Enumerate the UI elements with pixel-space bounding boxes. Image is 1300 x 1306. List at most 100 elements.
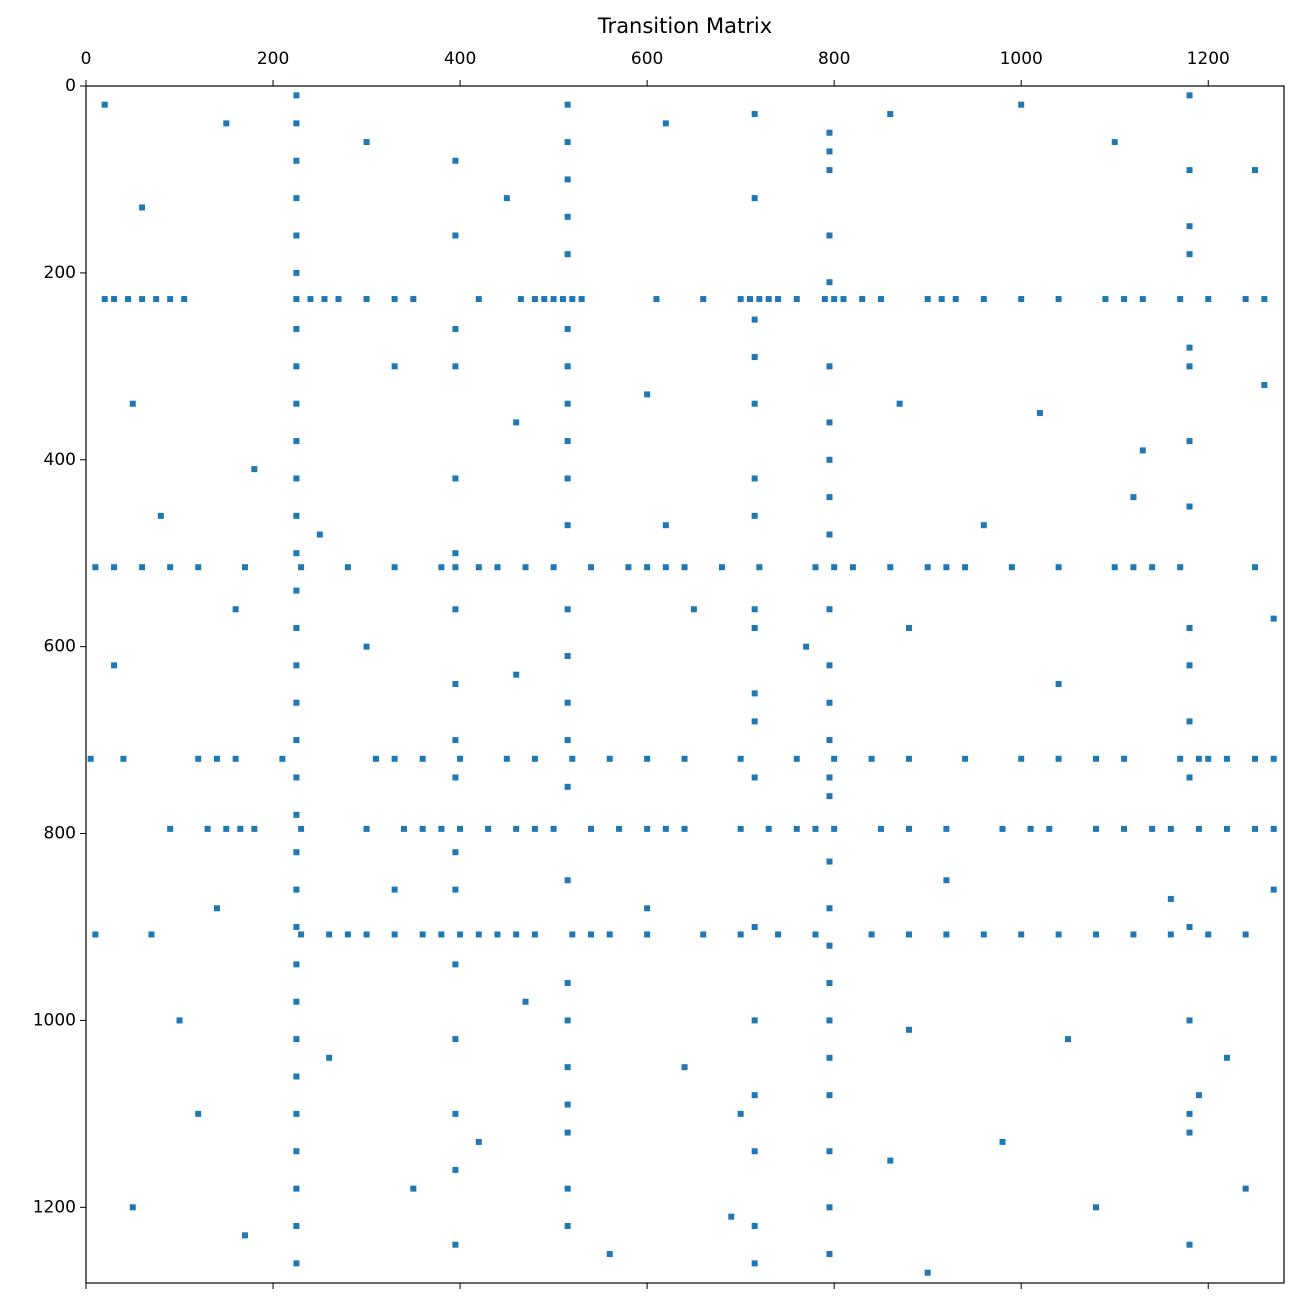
matrix-entry: [756, 564, 763, 571]
matrix-entry: [522, 998, 529, 1005]
matrix-entry: [1046, 825, 1053, 832]
matrix-entry: [293, 269, 300, 276]
matrix-entry: [826, 419, 833, 426]
matrix-entry: [410, 1185, 417, 1192]
matrix-entry: [1018, 931, 1025, 938]
plot-frame: [85, 85, 1285, 1284]
y-tick-label: 0: [65, 76, 76, 96]
matrix-entry: [564, 877, 571, 884]
matrix-entry: [531, 755, 538, 762]
matrix-entry: [1027, 825, 1034, 832]
matrix-entry: [293, 1148, 300, 1155]
x-tick-label: 600: [631, 49, 663, 69]
matrix-entry: [204, 825, 211, 832]
matrix-entry: [718, 564, 725, 571]
matrix-entry: [293, 886, 300, 893]
matrix-entry: [316, 531, 323, 538]
matrix-entry: [826, 774, 833, 781]
matrix-entry: [564, 251, 571, 258]
matrix-entry: [793, 755, 800, 762]
matrix-entry: [831, 825, 838, 832]
matrix-entry: [111, 662, 118, 669]
matrix-entry: [821, 296, 828, 303]
matrix-entry: [1018, 101, 1025, 108]
matrix-entry: [457, 755, 464, 762]
matrix-entry: [1186, 774, 1193, 781]
matrix-entry: [391, 931, 398, 938]
matrix-entry: [826, 699, 833, 706]
matrix-entry: [1121, 755, 1128, 762]
matrix-entry: [503, 755, 510, 762]
matrix-entry: [962, 755, 969, 762]
matrix-entry: [176, 1017, 183, 1024]
matrix-entry: [751, 316, 758, 323]
matrix-entry: [1186, 662, 1193, 669]
matrix-entry: [1139, 296, 1146, 303]
matrix-entry: [457, 931, 464, 938]
matrix-entry: [251, 466, 258, 473]
y-tick-label: 400: [44, 450, 76, 470]
matrix-entry: [298, 825, 305, 832]
matrix-entry: [751, 195, 758, 202]
matrix-entry: [826, 148, 833, 155]
matrix-entry: [213, 755, 220, 762]
chart-title: Transition Matrix: [597, 14, 772, 38]
matrix-entry: [746, 296, 753, 303]
matrix-entry: [541, 296, 548, 303]
matrix-entry: [826, 1017, 833, 1024]
matrix-entry: [616, 825, 623, 832]
matrix-entry: [662, 564, 669, 571]
matrix-entry: [887, 1157, 894, 1164]
matrix-entry: [1252, 564, 1259, 571]
matrix-entry: [475, 931, 482, 938]
matrix-entry: [751, 1223, 758, 1229]
matrix-entry: [148, 931, 155, 938]
matrix-entry: [943, 564, 950, 571]
matrix-entry: [452, 325, 459, 332]
matrix-entry: [896, 400, 903, 407]
matrix-entry: [564, 1129, 571, 1136]
matrix-entry: [826, 531, 833, 538]
matrix-entry: [588, 931, 595, 938]
matrix-entry: [681, 1064, 688, 1071]
matrix-entry: [1064, 1036, 1071, 1043]
matrix-entry: [1223, 825, 1230, 832]
matrix-entry: [644, 564, 651, 571]
matrix-entry: [1139, 447, 1146, 454]
matrix-entry: [167, 825, 174, 832]
matrix-entry: [826, 905, 833, 912]
matrix-entry: [293, 849, 300, 856]
matrix-entry: [1102, 296, 1109, 303]
matrix-entry: [232, 606, 239, 613]
y-tick-label: 200: [44, 263, 76, 283]
matrix-entry: [1055, 755, 1062, 762]
matrix-entry: [293, 1110, 300, 1117]
matrix-entry: [564, 101, 571, 108]
matrix-entry: [1121, 296, 1128, 303]
x-tick-label: 800: [818, 49, 850, 69]
matrix-entry: [775, 931, 782, 938]
matrix-entry: [569, 755, 576, 762]
matrix-entry: [751, 512, 758, 519]
matrix-entry: [681, 755, 688, 762]
matrix-entry: [653, 296, 660, 303]
matrix-entry: [1270, 886, 1277, 893]
matrix-entry: [1186, 1110, 1193, 1117]
matrix-entry: [1130, 494, 1137, 501]
matrix-entry: [1093, 825, 1100, 832]
matrix-entry: [803, 643, 810, 650]
matrix-entry: [905, 755, 912, 762]
matrix-entry: [475, 296, 482, 303]
matrix-entry: [877, 296, 884, 303]
matrix-entry: [452, 1166, 459, 1173]
x-tick-label: 200: [257, 49, 289, 69]
matrix-entry: [681, 825, 688, 832]
matrix-entry: [564, 1185, 571, 1192]
matrix-entry: [831, 755, 838, 762]
matrix-entry: [826, 858, 833, 865]
matrix-entry: [578, 296, 585, 303]
matrix-entry: [1270, 755, 1277, 762]
matrix-entry: [831, 296, 838, 303]
matrix-entry: [559, 296, 566, 303]
